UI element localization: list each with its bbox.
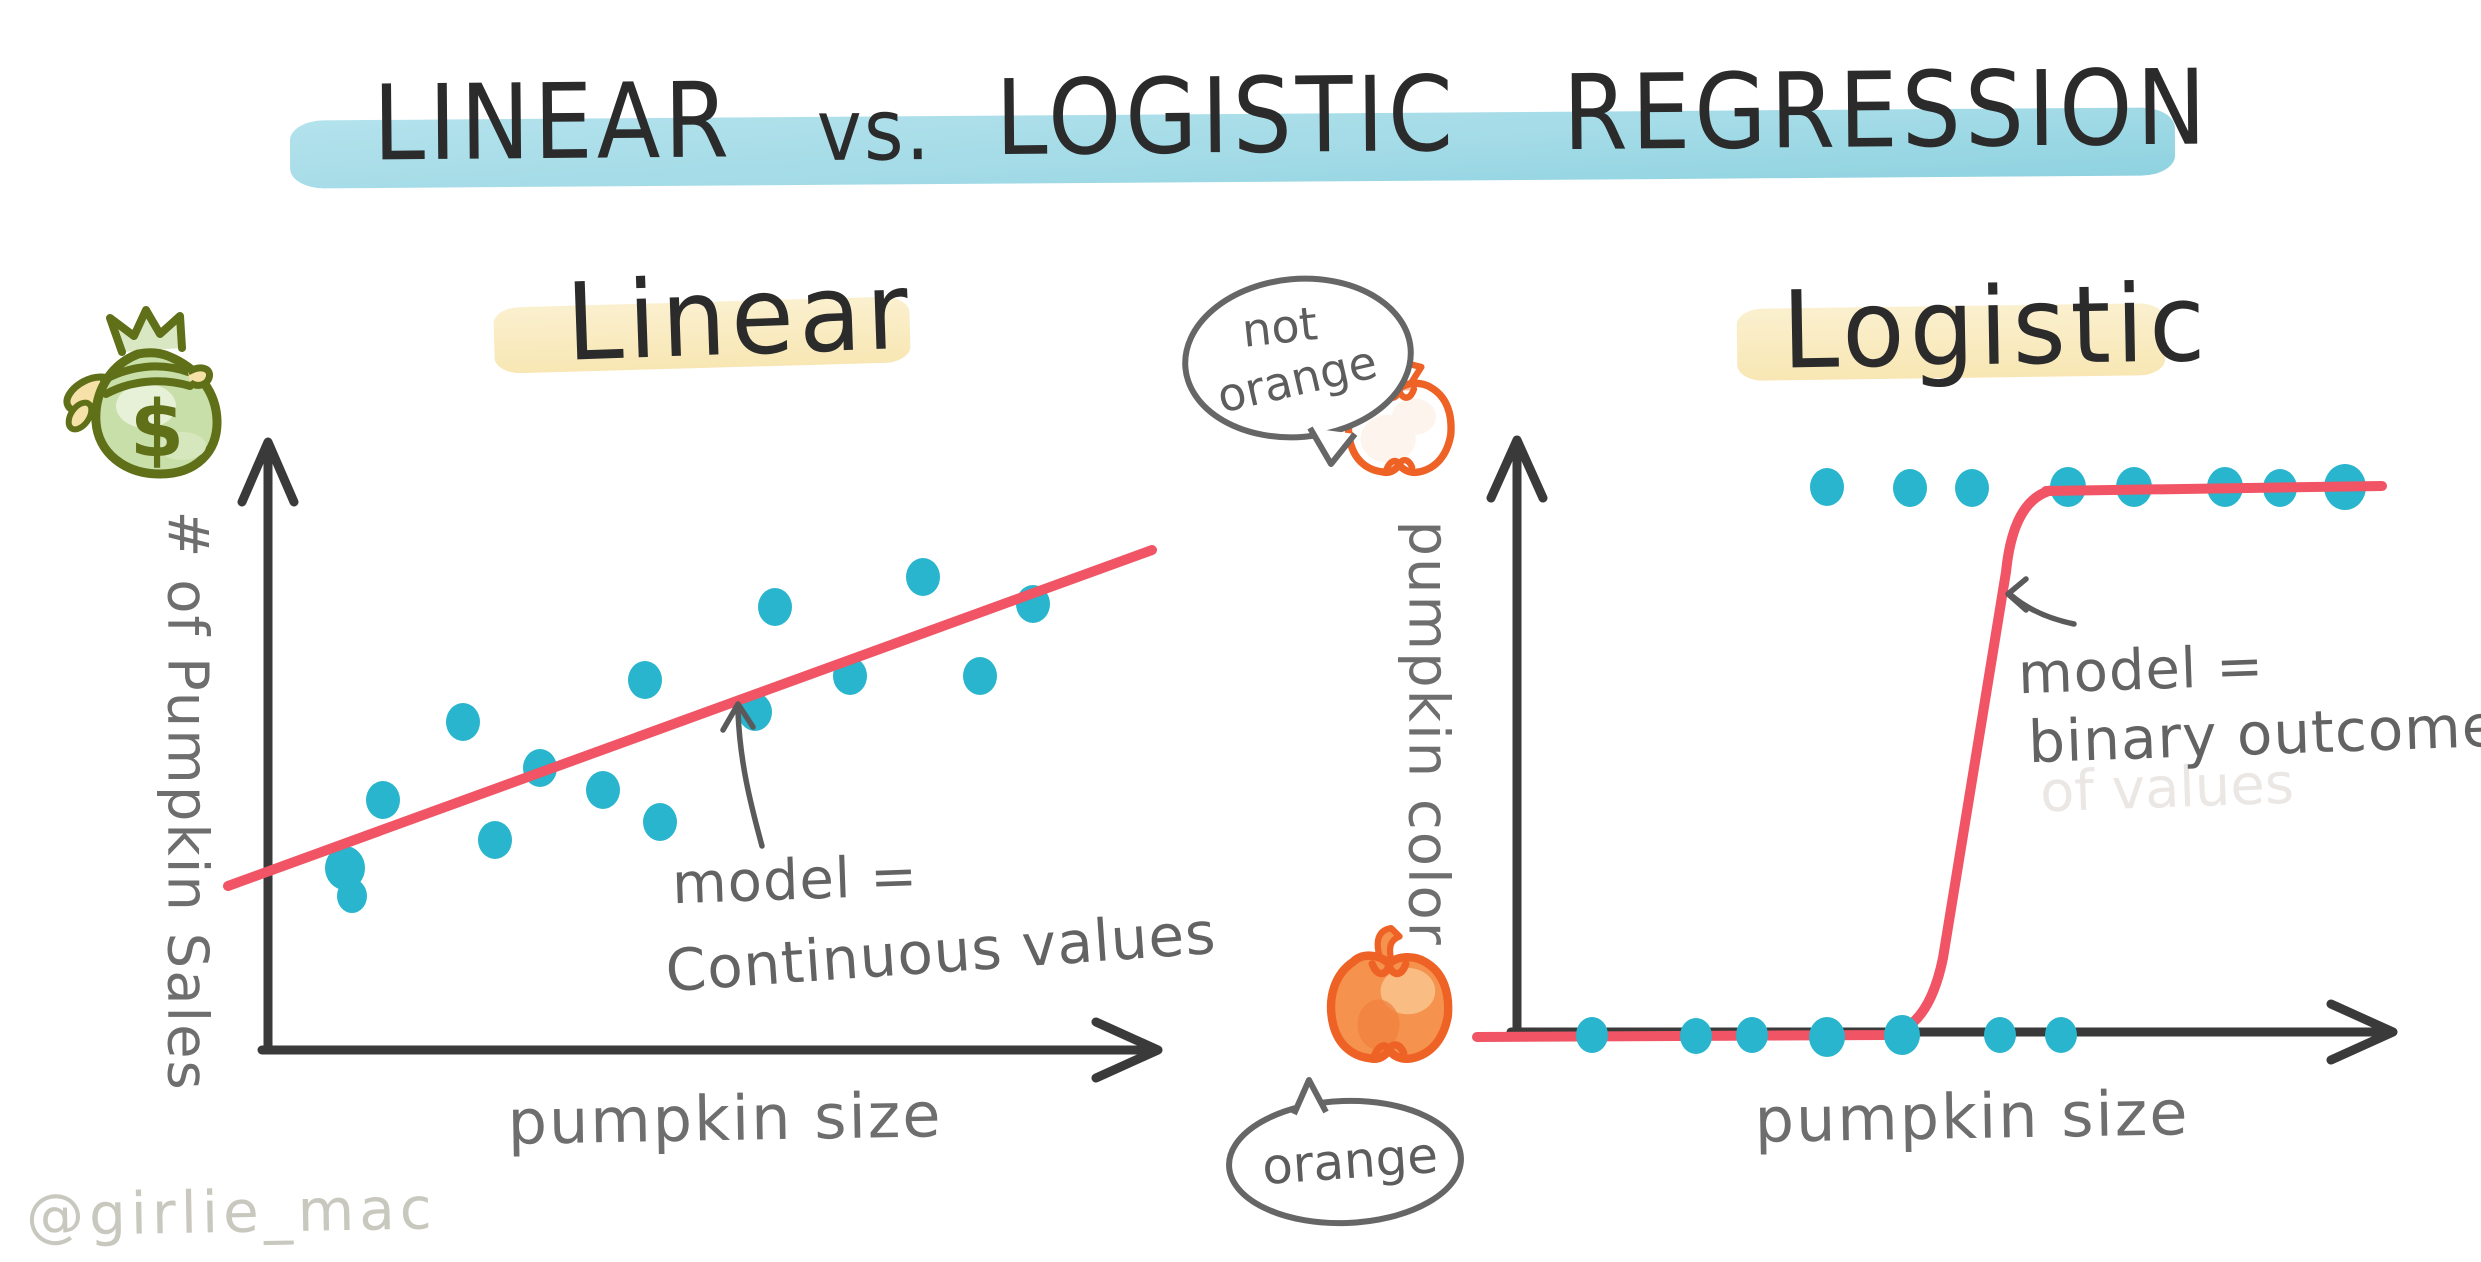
data-point: [1680, 1018, 1712, 1054]
data-point: [1810, 468, 1844, 506]
logistic-bottom-points: [1576, 1015, 2077, 1057]
orange-bubble-text: orange: [1260, 1125, 1440, 1197]
linear-regression-line: [223, 545, 1157, 891]
logistic-sigmoid-lower: [1472, 484, 2065, 1042]
data-point: [1809, 1017, 1845, 1057]
data-point: [643, 803, 677, 841]
dollar-sign-icon: $: [130, 385, 184, 475]
data-point: [628, 661, 662, 699]
orange-speech-bubble: [1226, 1077, 1464, 1227]
orange-pumpkin-icon: [1326, 924, 1453, 1064]
data-point: [478, 821, 512, 859]
linear-axes: [237, 437, 1163, 1083]
logistic-annotation-line1: model =: [2016, 633, 2266, 708]
logistic-annotation-arrow-icon: [2005, 576, 2077, 627]
data-point: [586, 771, 620, 809]
linear-x-axis-arrow-icon: [1091, 1017, 1163, 1083]
data-point: [325, 846, 365, 890]
logistic-y-axis-arrow-icon: [1486, 435, 1548, 503]
not-orange-speech-bubble: [1182, 275, 1414, 467]
data-point: [1984, 1017, 2016, 1053]
linear-annotation-line1: model =: [670, 843, 920, 918]
data-point: [446, 703, 480, 741]
data-point: [1893, 469, 1927, 507]
linear-annotation-arrow-icon: [720, 701, 765, 849]
logistic-x-axis-arrow-icon: [2326, 999, 2398, 1065]
logistic-top-points: [1810, 464, 2366, 510]
linear-y-axis-arrow-icon: [237, 437, 299, 507]
data-point: [906, 558, 940, 596]
watermark: @girlie_mac: [25, 1174, 438, 1250]
data-point: [1955, 469, 1989, 507]
data-point: [758, 588, 792, 626]
data-point: [1736, 1017, 1768, 1053]
money-bag-icon: $: [63, 306, 222, 479]
data-point: [1884, 1015, 1920, 1055]
data-point: [337, 879, 367, 913]
data-point: [963, 657, 997, 695]
data-point: [366, 781, 400, 819]
data-point: [1576, 1017, 1608, 1053]
logistic-sigmoid-upper: [2041, 481, 2387, 496]
data-point: [2045, 1017, 2077, 1053]
